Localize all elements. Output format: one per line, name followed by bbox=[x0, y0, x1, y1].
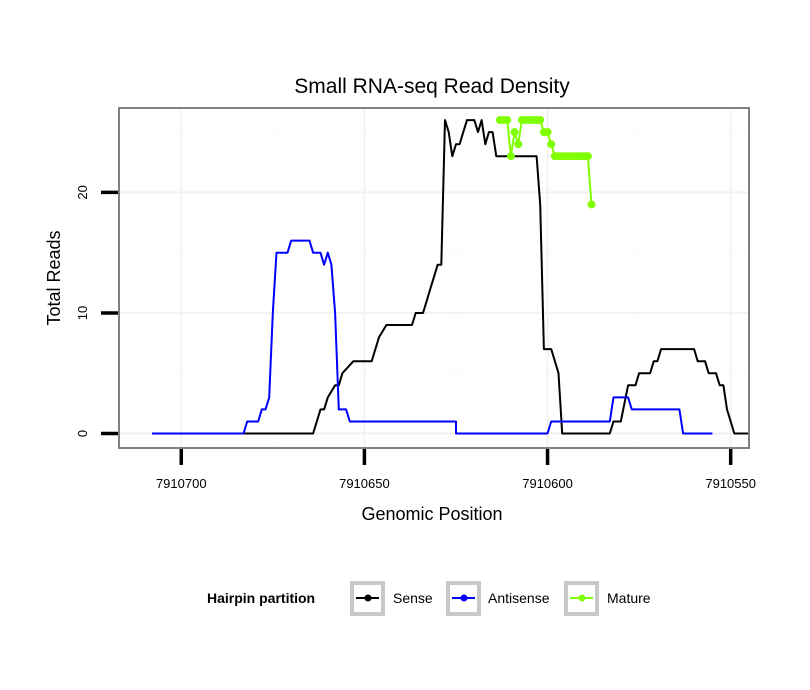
grid bbox=[119, 108, 749, 448]
data-point-mature bbox=[514, 140, 523, 149]
x-tick-label: 7910650 bbox=[339, 476, 390, 491]
legend-item-mature[interactable]: Mature bbox=[564, 581, 651, 616]
chart-title: Small RNA-seq Read Density bbox=[294, 75, 570, 98]
data-point-mature bbox=[503, 116, 512, 125]
series-mature bbox=[495, 116, 596, 209]
y-tick-label: 0 bbox=[75, 430, 90, 437]
series-antisense bbox=[152, 239, 713, 435]
data-point-mature bbox=[506, 152, 515, 161]
data-point-mature bbox=[587, 200, 596, 209]
plot-panel-border bbox=[118, 107, 750, 449]
x-tick-label: 7910600 bbox=[522, 476, 573, 491]
x-tick-label: 7910700 bbox=[156, 476, 207, 491]
legend-label-antisense: Antisense bbox=[488, 590, 550, 606]
data-point-mature bbox=[510, 128, 519, 137]
plot-series bbox=[152, 116, 749, 435]
data-point-mature bbox=[536, 116, 545, 125]
x-axis-title: Genomic Position bbox=[361, 504, 502, 524]
legend-item-antisense[interactable]: Antisense bbox=[446, 581, 550, 616]
x-tick-label: 7910550 bbox=[705, 476, 756, 491]
series-sense bbox=[152, 119, 749, 435]
y-tick-label: 10 bbox=[75, 306, 90, 320]
axis-ticks: 7910700 7910650 7910600 7910550 0 10 20 bbox=[75, 185, 756, 491]
legend-point-sense bbox=[364, 594, 372, 602]
legend-point-mature bbox=[578, 594, 586, 602]
legend-point-antisense bbox=[460, 594, 468, 602]
legend-title: Hairpin partition bbox=[207, 590, 315, 606]
data-point-mature bbox=[583, 152, 592, 161]
y-axis-title: Total Reads bbox=[44, 230, 64, 325]
legend-item-sense[interactable]: Sense bbox=[350, 581, 433, 616]
legend-label-mature: Mature bbox=[607, 590, 651, 606]
legend: Hairpin partition Sense Antisense Mature bbox=[207, 581, 651, 616]
data-point-mature bbox=[547, 140, 556, 149]
y-tick-label: 20 bbox=[75, 185, 90, 199]
legend-label-sense: Sense bbox=[393, 590, 433, 606]
series-line-sense bbox=[152, 119, 749, 435]
series-line-antisense bbox=[152, 239, 713, 435]
data-point-mature bbox=[543, 128, 552, 137]
